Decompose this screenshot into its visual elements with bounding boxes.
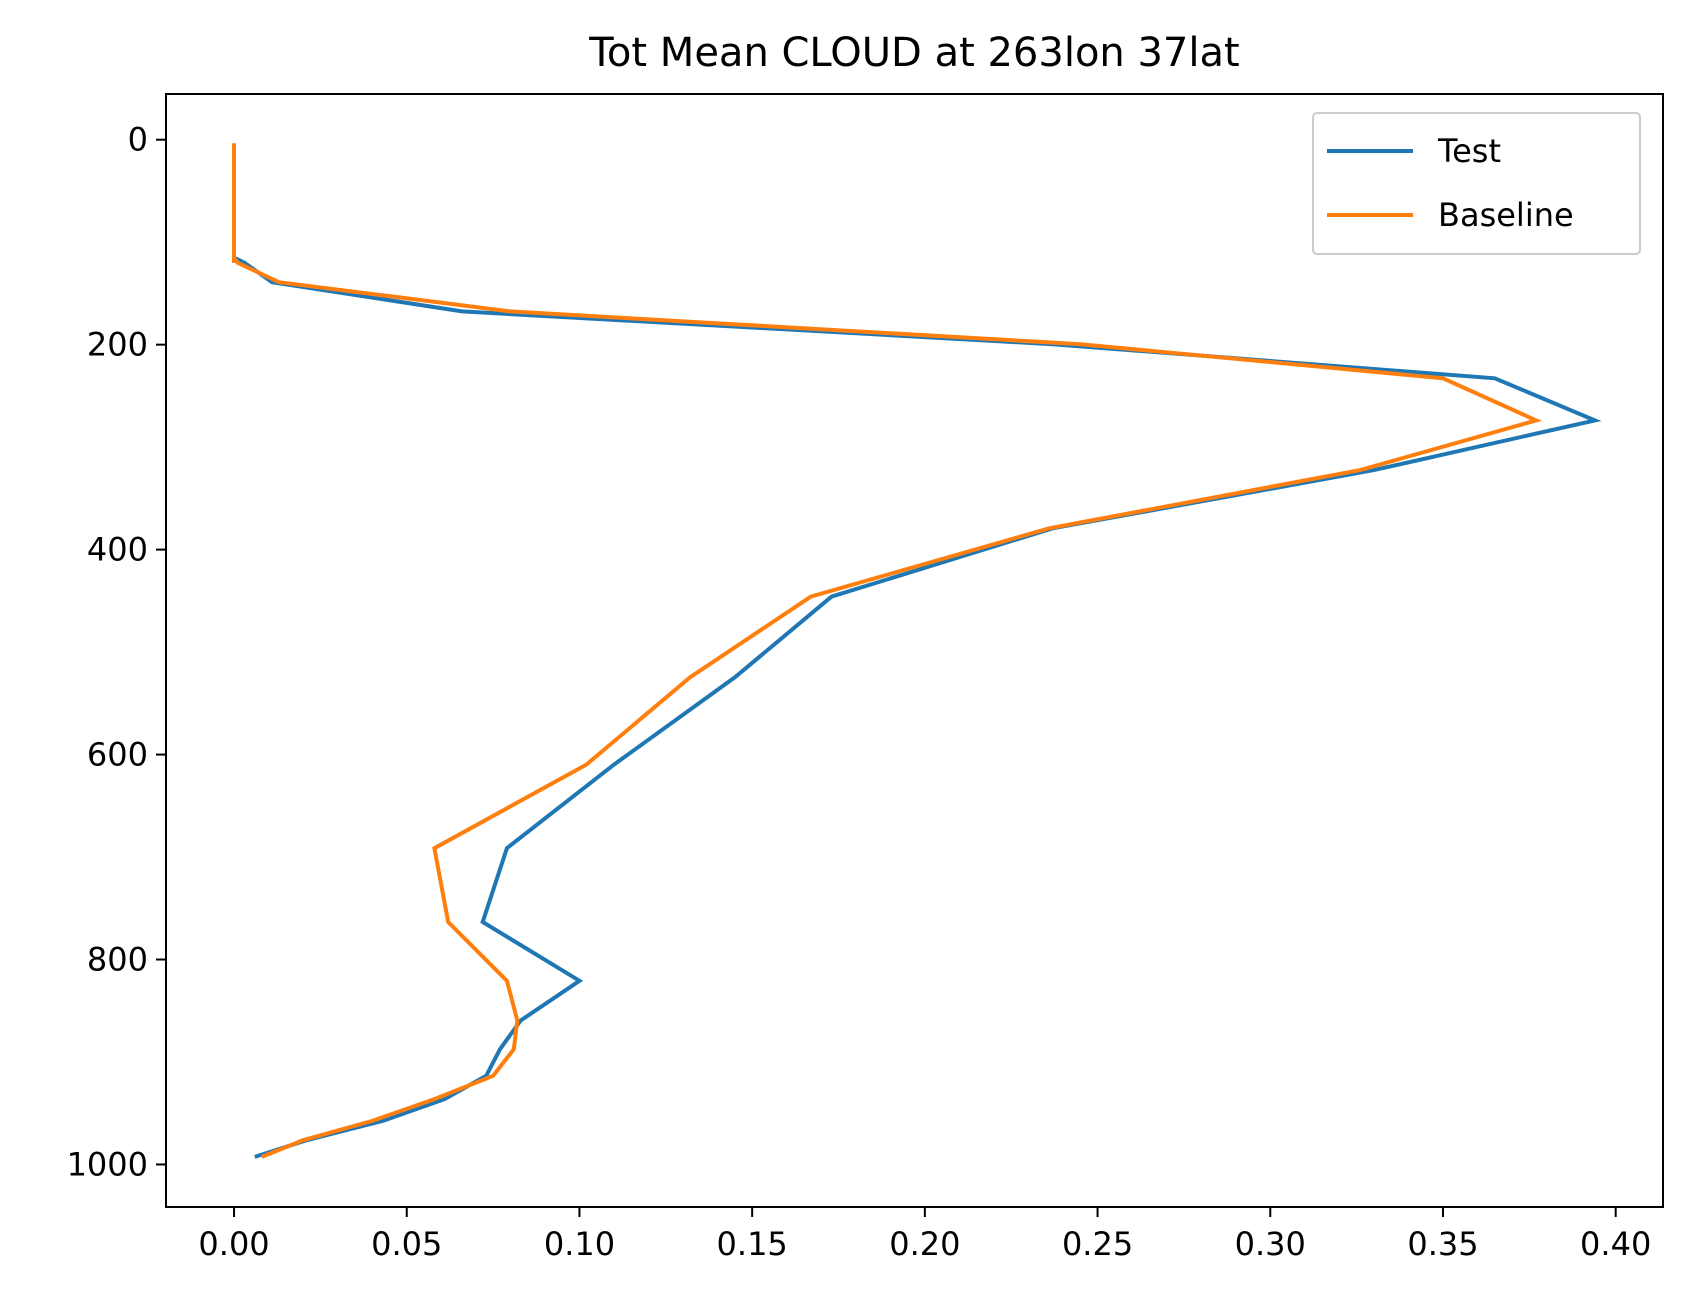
legend-label-baseline: Baseline — [1438, 196, 1574, 234]
plot-frame — [165, 93, 1664, 1208]
y-tick-label: 1000 — [67, 1145, 148, 1183]
x-tick-label: 0.25 — [1062, 1225, 1133, 1263]
y-tick-label: 400 — [87, 531, 148, 569]
legend: Test Baseline — [1312, 112, 1641, 255]
y-tick-label: 800 — [87, 941, 148, 979]
x-tick-label: 0.20 — [889, 1225, 960, 1263]
y-tick-label: 200 — [87, 326, 148, 364]
series-layer — [232, 143, 1602, 1159]
x-tick-label: 0.05 — [371, 1225, 442, 1263]
chart-title: Tot Mean CLOUD at 263lon 37lat — [588, 30, 1239, 76]
x-axis: 0.00 0.05 0.10 0.15 0.20 0.25 0.30 0.35 0.40 — [198, 1207, 1651, 1263]
x-tick-label: 0.35 — [1407, 1225, 1478, 1263]
legend-box — [1312, 112, 1641, 255]
y-tick-label: 600 — [87, 736, 148, 774]
x-tick-label: 0.10 — [544, 1225, 615, 1263]
x-tick-label: 0.00 — [198, 1225, 269, 1263]
x-tick-label: 0.40 — [1580, 1225, 1651, 1263]
legend-label-test: Test — [1437, 132, 1501, 170]
x-tick-label: 0.30 — [1235, 1225, 1306, 1263]
series-line-baseline — [232, 143, 1543, 1159]
series-line-test — [232, 143, 1602, 1159]
y-tick-label: 0 — [128, 121, 148, 159]
x-tick-label: 0.15 — [717, 1225, 788, 1263]
y-axis: 0 200 400 600 800 1000 — [67, 121, 166, 1183]
